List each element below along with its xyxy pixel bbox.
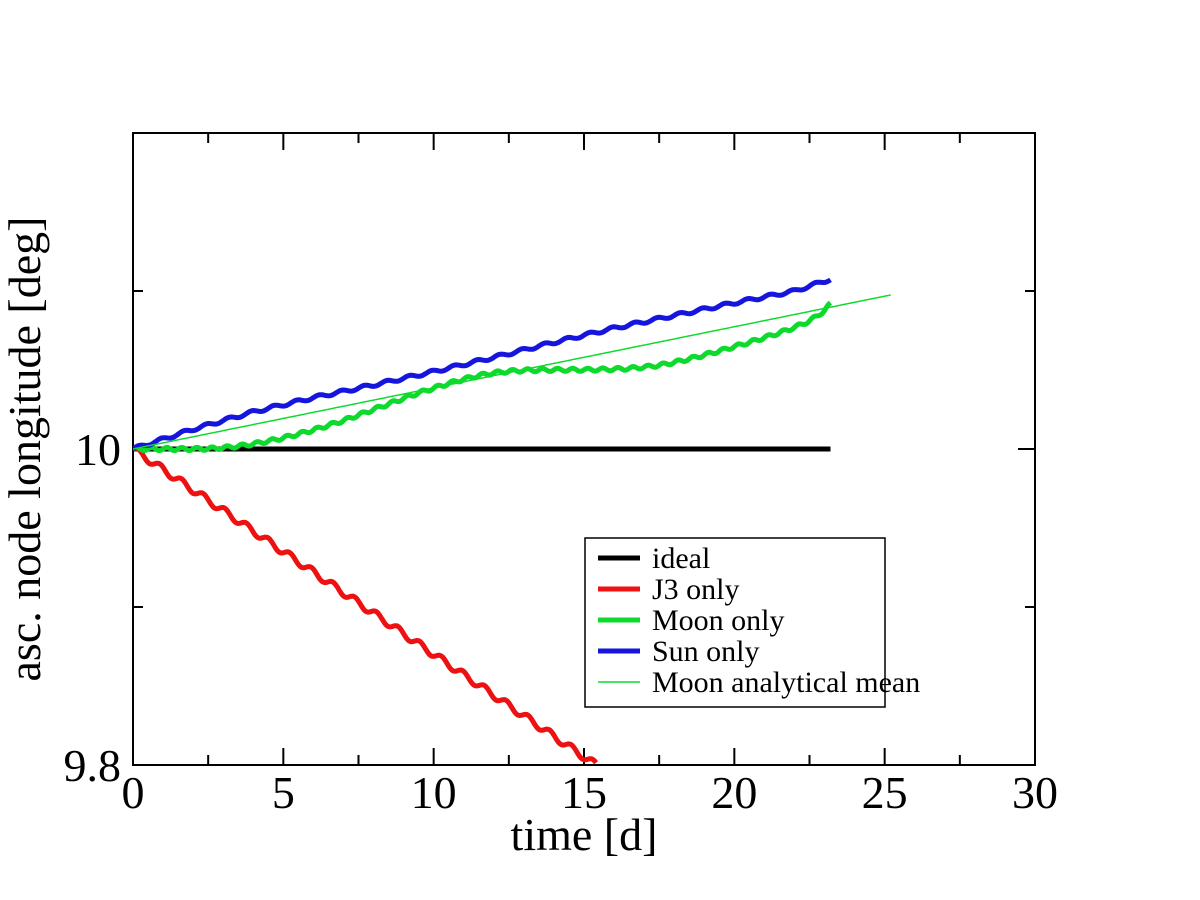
x-tick-label: 10	[411, 767, 457, 818]
x-tick-label: 0	[122, 767, 145, 818]
series-line-sun-only	[133, 277, 832, 452]
y-axis-title: asc. node longitude [deg]	[0, 217, 50, 682]
legend-label: Moon analytical mean	[652, 666, 920, 699]
y-tick-label: 9.8	[64, 740, 122, 791]
x-tick-label: 20	[711, 767, 757, 818]
legend-label: Sun only	[652, 635, 760, 668]
series-lines	[133, 277, 891, 765]
axis-tick-labels: 0 5 10 15 20 25 30 9.8 10	[64, 424, 1059, 818]
x-tick-label: 30	[1012, 767, 1058, 818]
legend-label: ideal	[652, 542, 710, 575]
axis-ticks	[132, 133, 1036, 766]
x-tick-label: 5	[272, 767, 295, 818]
y-tick-label: 10	[75, 424, 121, 475]
x-tick-label: 25	[862, 767, 908, 818]
series-line-moon-only	[133, 300, 833, 453]
series-line-moon-analytical-mean	[133, 294, 891, 450]
legend-label: J3 only	[652, 573, 740, 606]
x-axis-title: time [d]	[511, 809, 658, 860]
legend-label: Moon only	[652, 604, 785, 637]
x-tick-label: 15	[561, 767, 607, 818]
series-line-j3-only	[133, 445, 598, 765]
